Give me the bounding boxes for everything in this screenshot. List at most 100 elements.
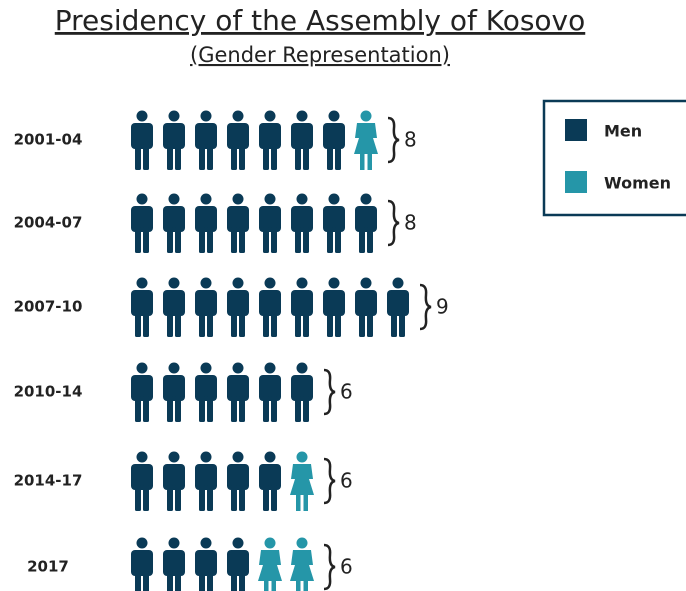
legend-swatch xyxy=(565,171,587,193)
icon-head xyxy=(264,537,276,549)
icon-head xyxy=(200,193,212,205)
icon-leg xyxy=(367,227,373,253)
icon-head xyxy=(136,110,148,122)
icon-body xyxy=(163,464,185,490)
chart-subtitle: (Gender Representation) xyxy=(190,43,450,67)
icon-leg xyxy=(167,227,173,253)
icon-head xyxy=(264,277,276,289)
icon-leg xyxy=(271,579,276,591)
icon-body xyxy=(259,206,281,232)
icon-body xyxy=(163,123,185,149)
icon-leg xyxy=(231,227,237,253)
icon-leg xyxy=(207,144,213,170)
icon-body xyxy=(227,123,249,149)
icon-head xyxy=(264,193,276,205)
legend-label: Men xyxy=(604,122,642,141)
icon-leg xyxy=(399,311,405,337)
icon-body xyxy=(258,550,282,581)
icon-head xyxy=(264,451,276,463)
icon-body xyxy=(163,375,185,401)
icon-body xyxy=(291,123,313,149)
icon-body xyxy=(355,290,377,316)
icon-body xyxy=(227,464,249,490)
icon-leg xyxy=(143,311,149,337)
icon-group xyxy=(131,277,409,337)
icon-leg xyxy=(231,396,237,422)
total-label: 6 xyxy=(340,469,353,493)
icon-leg xyxy=(295,144,301,170)
icon-body xyxy=(259,290,281,316)
icon-group xyxy=(354,110,378,170)
row-label: 2017 xyxy=(27,558,69,576)
icon-body xyxy=(195,290,217,316)
icon-head xyxy=(200,537,212,549)
icon-leg xyxy=(263,311,269,337)
row-label: 2014-17 xyxy=(14,472,83,490)
icon-leg xyxy=(231,144,237,170)
icon-leg xyxy=(271,227,277,253)
icon-body xyxy=(195,206,217,232)
icon-leg xyxy=(327,144,333,170)
icon-group xyxy=(258,537,314,591)
icon-leg xyxy=(231,311,237,337)
icon-leg xyxy=(175,485,181,511)
row-label: 2001-04 xyxy=(14,131,83,149)
icon-leg xyxy=(207,396,213,422)
icon-leg xyxy=(263,396,269,422)
icon-head xyxy=(200,110,212,122)
icon-leg xyxy=(207,227,213,253)
icon-leg xyxy=(175,227,181,253)
icon-head xyxy=(360,277,372,289)
icon-leg xyxy=(391,311,397,337)
icon-body xyxy=(323,290,345,316)
icon-leg xyxy=(303,311,309,337)
icon-body xyxy=(290,464,314,495)
icon-head xyxy=(232,362,244,374)
icon-body xyxy=(259,464,281,490)
icon-body xyxy=(131,290,153,316)
icon-body xyxy=(131,206,153,232)
row-label: 2007-10 xyxy=(14,298,83,316)
icon-leg xyxy=(135,571,141,591)
icon-head xyxy=(264,362,276,374)
icon-leg xyxy=(271,311,277,337)
icon-leg xyxy=(239,144,245,170)
icon-body xyxy=(195,123,217,149)
icon-body xyxy=(131,550,153,576)
icon-leg xyxy=(263,485,269,511)
icon-body xyxy=(354,123,378,154)
icon-body xyxy=(227,375,249,401)
legend-swatch xyxy=(565,119,587,141)
icon-leg xyxy=(135,396,141,422)
icon-body xyxy=(163,206,185,232)
total-label: 8 xyxy=(404,211,417,235)
icon-body xyxy=(323,206,345,232)
icon-body xyxy=(163,550,185,576)
icon-leg xyxy=(143,144,149,170)
icon-leg xyxy=(239,227,245,253)
icon-leg xyxy=(143,396,149,422)
icon-head xyxy=(264,110,276,122)
icon-body xyxy=(227,550,249,576)
icon-leg xyxy=(239,311,245,337)
icon-body xyxy=(259,375,281,401)
icon-head xyxy=(296,110,308,122)
icon-leg xyxy=(271,396,277,422)
icon-body xyxy=(291,290,313,316)
icon-head xyxy=(168,277,180,289)
icon-leg xyxy=(231,571,237,591)
icon-leg xyxy=(296,579,301,591)
icon-body xyxy=(387,290,409,316)
icon-leg xyxy=(135,144,141,170)
icon-leg xyxy=(360,152,365,170)
icon-group xyxy=(131,110,345,170)
icon-leg xyxy=(207,311,213,337)
total-label: 6 xyxy=(340,555,353,579)
icon-head xyxy=(296,451,308,463)
icon-head xyxy=(296,362,308,374)
icon-leg xyxy=(175,396,181,422)
icon-head xyxy=(360,193,372,205)
icon-head xyxy=(232,277,244,289)
icon-group xyxy=(131,362,313,422)
